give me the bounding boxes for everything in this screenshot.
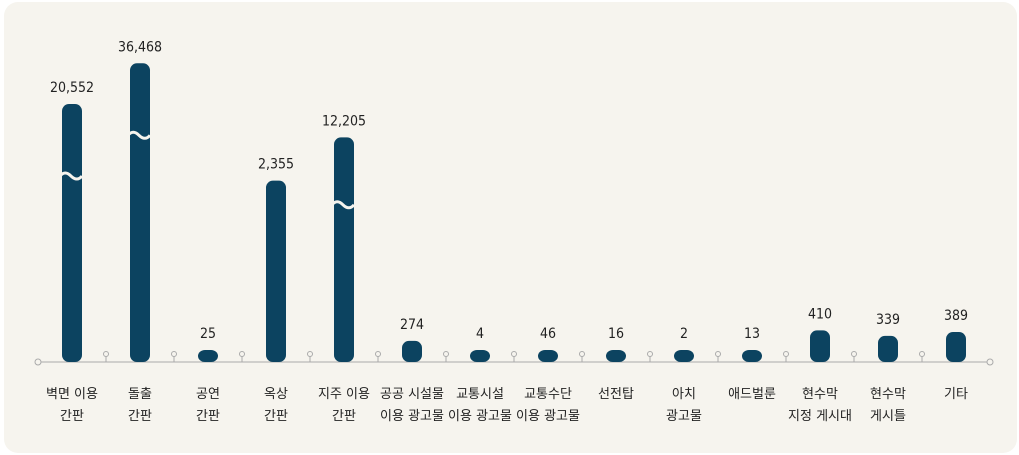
separator-pin-head	[375, 351, 381, 357]
value-label: 2	[680, 326, 688, 342]
separator-pin-head	[239, 351, 245, 357]
x-tick-label: 공공 시설물 이용 광고물	[380, 387, 444, 424]
chart: 20,552 36,468 25 2,355 12,205 274 4 46 16 2 13 410 3…	[4, 2, 1017, 453]
separator-pin-head	[919, 351, 925, 357]
x-tick-label: 기타	[944, 387, 968, 402]
bar	[742, 350, 762, 362]
x-tick-label: 교통수단 이용 광고물	[516, 387, 580, 424]
bar	[130, 63, 150, 363]
bar	[674, 350, 694, 362]
axis-break	[330, 200, 356, 210]
baseline-end	[986, 358, 994, 366]
value-label: 4	[476, 326, 484, 342]
x-tick-label: 아치 광고물	[666, 387, 702, 424]
value-label: 13	[744, 326, 760, 342]
x-tick-label: 돌출 간판	[128, 387, 152, 424]
axis-break	[126, 130, 152, 140]
separator-pin-head	[307, 351, 313, 357]
x-tick-label: 벽면 이용 간판	[46, 387, 98, 424]
value-label: 2,355	[258, 157, 294, 173]
separator-pin-head	[851, 351, 857, 357]
value-label: 339	[876, 312, 900, 328]
bar	[198, 350, 218, 362]
bar	[606, 350, 626, 362]
bar	[62, 104, 82, 362]
x-tick-label: 현수막 게시틀	[870, 387, 906, 424]
baseline-end	[34, 358, 42, 366]
separator-pin-head	[783, 351, 789, 357]
x-tick-label: 현수막 지정 게시대	[788, 387, 852, 424]
bar	[402, 340, 422, 362]
value-label: 20,552	[50, 80, 94, 96]
value-label: 36,468	[118, 39, 162, 55]
x-tick-label: 옥상 간판	[264, 387, 288, 424]
value-label: 46	[540, 326, 556, 342]
value-label: 274	[400, 317, 424, 333]
bar	[810, 330, 830, 362]
separator-pin-head	[511, 351, 517, 357]
bar	[538, 350, 558, 362]
x-tick-label: 선전탑	[598, 387, 634, 402]
x-tick-label: 지주 이용 간판	[318, 387, 370, 424]
separator-pin-head	[103, 351, 109, 357]
value-label: 410	[808, 306, 832, 322]
value-label: 25	[200, 326, 216, 342]
bar	[470, 350, 490, 362]
separator-pin-head	[171, 351, 177, 357]
x-tick-label: 공연 간판	[196, 387, 220, 424]
separator-pin-head	[579, 351, 585, 357]
bar	[266, 180, 286, 362]
separator-pin-head	[715, 351, 721, 357]
axis-break	[58, 171, 84, 181]
x-tick-label: 교통시설 이용 광고물	[448, 387, 512, 424]
value-label: 16	[608, 326, 624, 342]
separator-pin-head	[443, 351, 449, 357]
separator-pin-head	[647, 351, 653, 357]
x-tick-label: 애드벌룬	[728, 387, 776, 402]
bar	[946, 332, 966, 362]
value-label: 389	[944, 308, 968, 324]
bar	[334, 137, 354, 362]
value-label: 12,205	[322, 113, 366, 129]
bar	[878, 335, 898, 362]
